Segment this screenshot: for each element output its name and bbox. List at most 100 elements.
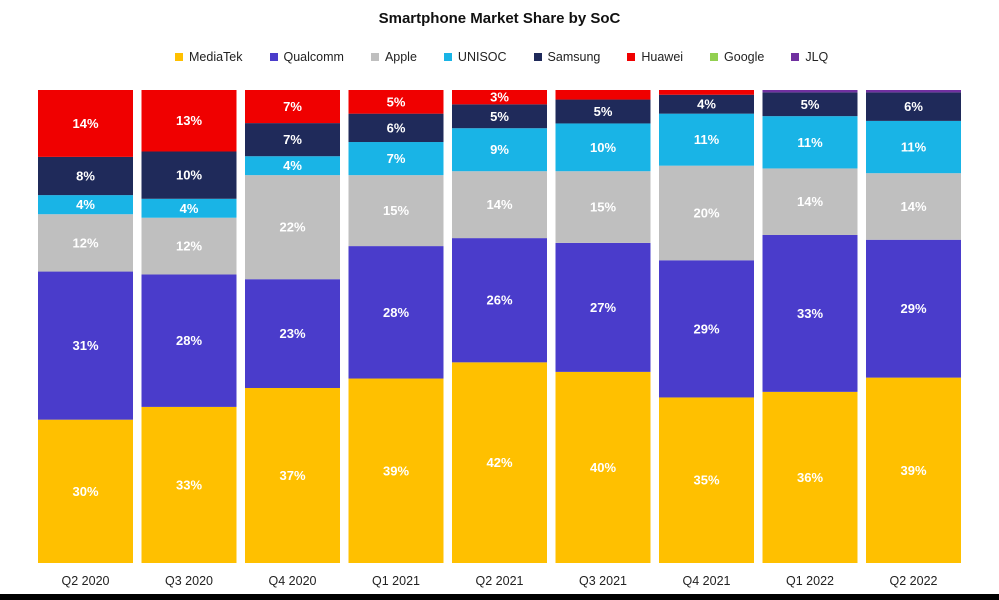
data-label: 20%	[693, 205, 719, 220]
legend-label: Google	[724, 50, 765, 64]
data-label: 30%	[72, 484, 98, 499]
data-label: 11%	[797, 135, 823, 150]
bar-segment-apple	[452, 171, 547, 239]
legend: MediaTek Qualcomm Apple UNISOC Samsung Huawei…	[175, 48, 828, 66]
data-label: 12%	[176, 239, 202, 254]
bar-segment-samsung	[762, 92, 858, 117]
bar-segment-qualcomm	[555, 242, 651, 372]
legend-label: UNISOC	[457, 50, 507, 64]
bar-segment-unisoc	[555, 123, 651, 172]
bar-segment-unisoc	[348, 142, 444, 176]
bar-segment-mediatek	[245, 387, 340, 563]
data-label: 39%	[383, 463, 409, 478]
bar-segment-mediatek	[38, 419, 133, 563]
data-label: 11%	[694, 132, 720, 147]
bar-segment-apple	[38, 214, 133, 272]
legend-label: JLQ	[805, 50, 829, 64]
legend-label: Qualcomm	[283, 50, 344, 64]
legend-item-google: Google	[710, 50, 764, 64]
data-label: 37%	[279, 468, 305, 483]
x-tick-label: Q2 2021	[476, 574, 524, 588]
legend-swatch	[443, 53, 452, 61]
bar-segment-qualcomm	[866, 239, 961, 378]
legend-label: Huawei	[641, 50, 684, 64]
legend-item-jlq: JLQ	[791, 50, 828, 64]
data-label: 26%	[486, 293, 512, 308]
data-label: 13%	[176, 113, 202, 128]
data-label: 27%	[590, 300, 616, 315]
bottom-border	[0, 594, 999, 600]
bar-segment-apple	[866, 173, 961, 240]
data-label: 4%	[283, 158, 302, 173]
bar-segment-samsung	[348, 113, 444, 143]
bar-segment-qualcomm	[141, 274, 237, 407]
bar-segment-apple	[348, 175, 444, 247]
x-tick-label: Q3 2020	[165, 574, 213, 588]
x-tick-label: Q2 2022	[890, 574, 938, 588]
data-label: 15%	[383, 203, 409, 218]
legend-label: MediaTek	[189, 50, 243, 64]
x-tick-label: Q2 2020	[62, 574, 110, 588]
legend-label: Apple	[384, 50, 417, 64]
data-label: 11%	[901, 140, 927, 155]
legend-item-apple: Apple	[370, 50, 417, 64]
bar-segment-unisoc	[762, 116, 858, 169]
data-label: 39%	[900, 463, 926, 478]
bar-segment-apple	[141, 217, 237, 275]
data-label: 14%	[72, 116, 98, 131]
data-label: 4%	[697, 97, 716, 112]
x-tick-label: Q1 2021	[372, 574, 420, 588]
data-label: 29%	[900, 301, 926, 316]
data-label: 40%	[590, 460, 616, 475]
legend-item-huawei: Huawei	[627, 50, 683, 64]
legend-swatch	[791, 53, 800, 61]
data-label: 9%	[490, 142, 509, 157]
legend-swatch	[269, 53, 278, 61]
x-tick-label: Q3 2021	[579, 574, 627, 588]
bar-segment-samsung	[659, 94, 754, 114]
data-label: 7%	[387, 151, 406, 166]
data-label: 33%	[176, 477, 202, 492]
bar-segment-samsung	[452, 104, 547, 129]
legend-swatch	[627, 53, 636, 61]
bar-segment-jlq	[762, 90, 858, 93]
bar-segment-samsung	[555, 99, 651, 124]
data-label: 5%	[387, 94, 406, 109]
bar-segment-unisoc	[141, 198, 237, 218]
data-label: 5%	[801, 97, 820, 112]
bar-segment-qualcomm	[452, 238, 547, 363]
bar-segment-apple	[659, 165, 754, 261]
data-label: 3%	[490, 90, 509, 105]
data-label: 23%	[279, 326, 305, 341]
bar-segment-samsung	[141, 151, 237, 199]
chart-title: Smartphone Market Share by SoC	[378, 10, 621, 27]
legend-item-mediatek: MediaTek	[175, 50, 243, 64]
bar-segment-apple	[245, 175, 340, 280]
data-label: 5%	[594, 104, 613, 119]
bar-segment-huawei	[38, 90, 133, 157]
bar-segment-apple	[555, 171, 651, 243]
data-label: 36%	[797, 470, 823, 485]
x-tick-label: Q4 2021	[683, 574, 731, 588]
legend-label: Samsung	[547, 50, 601, 64]
bar-segment-mediatek	[555, 371, 651, 563]
bar-segment-samsung	[245, 123, 340, 157]
legend-swatch	[533, 53, 542, 61]
x-tick-label: Q1 2022	[786, 574, 834, 588]
data-label: 6%	[387, 120, 406, 135]
bar-segment-huawei	[245, 90, 340, 124]
data-label: 29%	[693, 321, 719, 336]
data-label: 22%	[279, 220, 305, 235]
data-label: 35%	[693, 473, 719, 488]
data-label: 10%	[590, 140, 616, 155]
data-label: 14%	[900, 199, 926, 214]
bar-segment-qualcomm	[348, 246, 444, 379]
bar-segment-mediatek	[141, 406, 237, 563]
data-label: 14%	[797, 194, 823, 209]
data-label: 28%	[176, 333, 202, 348]
bar-segment-apple	[762, 168, 858, 235]
bar-segment-huawei	[452, 90, 547, 105]
x-tick-label: Q4 2020	[269, 574, 317, 588]
bar-segment-qualcomm	[245, 279, 340, 388]
